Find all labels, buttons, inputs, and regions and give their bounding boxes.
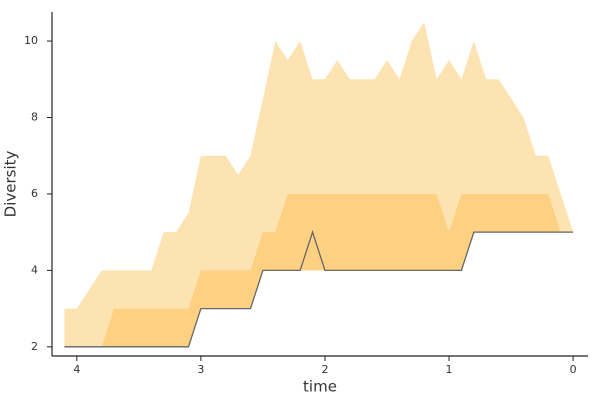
y-tick-label: 8 [31,110,38,123]
y-tick-label: 10 [24,34,38,47]
line [64,230,574,348]
y-tick-label: 6 [31,187,38,200]
x-tick-label: 3 [197,363,204,376]
x-tick-label: 4 [73,363,80,376]
x-tick-label: 1 [446,363,453,376]
band [64,193,574,347]
band [64,21,574,347]
x-tick-label: 0 [570,363,577,376]
x-axis-label: time [303,378,337,396]
x-tick-label: 2 [321,363,328,376]
y-axis-label: Diversity [2,151,20,218]
y-tick-label: 4 [31,263,38,276]
y-tick-label: 2 [31,340,38,353]
